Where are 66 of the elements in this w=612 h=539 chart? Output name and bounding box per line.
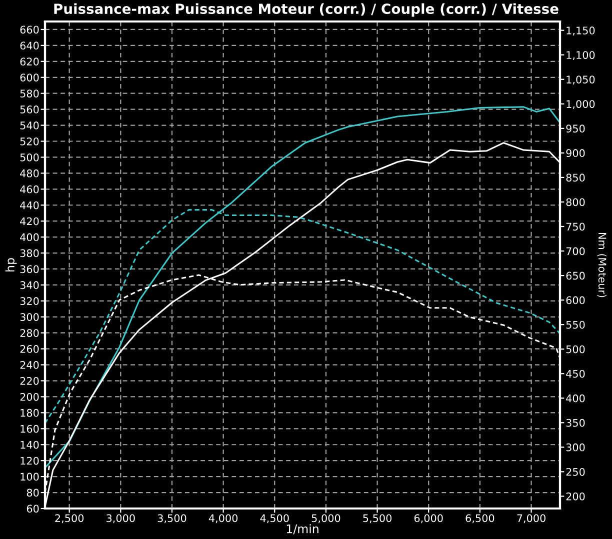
y-tick-label: 80 [26,488,39,497]
y2-tick-label: 350 [566,418,585,427]
y-tick-label: 640 [20,42,39,50]
y-tick-label: 520 [20,137,39,146]
y2-axis-title: Nm (Moteur) [597,232,606,298]
x-tick-label: 4,500 [260,514,289,524]
y-tick-label: 400 [20,233,39,242]
x-tick-label: 6,500 [466,514,494,524]
x-tick-label: 6,000 [414,514,443,524]
y-tick-label: 360 [20,265,39,274]
y2-tick-label: 700 [566,247,585,256]
y-tick-label: 480 [20,169,39,178]
y-tick-label: 660 [20,26,39,34]
y-tick-label: 200 [20,392,39,401]
y2-tick-label: 1,050 [566,76,595,85]
y-tick-label: 340 [20,281,39,290]
x-tick-label: 3,500 [158,514,186,524]
y2-tick-label: 750 [566,222,585,231]
y-tick-label: 100 [20,472,39,481]
y-tick-label: 440 [20,201,39,210]
y-tick-label: 140 [20,440,39,449]
y-tick-label: 220 [20,376,39,385]
y2-tick-label: 950 [566,124,585,133]
y2-tick-label: 450 [566,370,585,378]
y-tick-label: 320 [20,297,39,306]
y-tick-label: 180 [20,408,39,417]
x-tick-label: 4,000 [208,514,238,524]
y2-tick-label: 500 [566,345,585,354]
y-tick-label: 380 [20,249,39,258]
y-tick-label: 500 [20,153,39,162]
y2-tick-label: 200 [566,492,585,500]
chart-title: Puissance-max Puissance Moteur (corr.) / Couple (corr.) / Vitesse [54,3,558,17]
y-tick-label: 420 [20,217,39,226]
line-series [45,106,560,469]
y2-tick-label: 400 [566,394,585,402]
y2-tick-label: 600 [566,296,585,304]
x-tick-label: 2,500 [55,514,84,524]
y-axis-title: hp [5,258,17,272]
x-axis-title: 1/min [286,524,318,534]
y-tick-label: 60 [26,504,39,513]
y-tick-label: 620 [20,58,39,66]
y2-tick-label: 250 [566,468,585,476]
y-tick-label: 580 [20,90,39,98]
x-tick-label: 7,000 [517,514,546,524]
y2-tick-label: 900 [566,149,585,158]
y2-tick-label: 1,000 [566,100,595,110]
y-tick-label: 160 [20,424,39,433]
x-tick-label: 3,000 [106,514,135,524]
y2-tick-label: 550 [566,320,585,329]
x-tick-label: 5,000 [312,514,340,524]
y2-tick-label: 300 [566,443,585,452]
y-tick-label: 120 [20,456,39,465]
y-tick-label: 460 [20,185,39,194]
y2-tick-label: 650 [566,272,585,280]
y-tick-label: 600 [20,74,39,82]
y2-tick-label: 850 [566,174,585,182]
y-tick-label: 280 [20,329,39,337]
y-tick-label: 540 [20,122,39,130]
y-tick-label: 260 [20,345,39,353]
y-tick-label: 240 [20,361,39,369]
x-tick-label: 5,500 [363,514,392,524]
y2-tick-label: 1,100 [566,51,595,60]
y2-tick-label: 800 [566,198,585,206]
y-tick-label: 560 [20,106,39,114]
y2-tick-label: 1,150 [566,26,595,36]
y-tick-label: 300 [20,313,39,321]
